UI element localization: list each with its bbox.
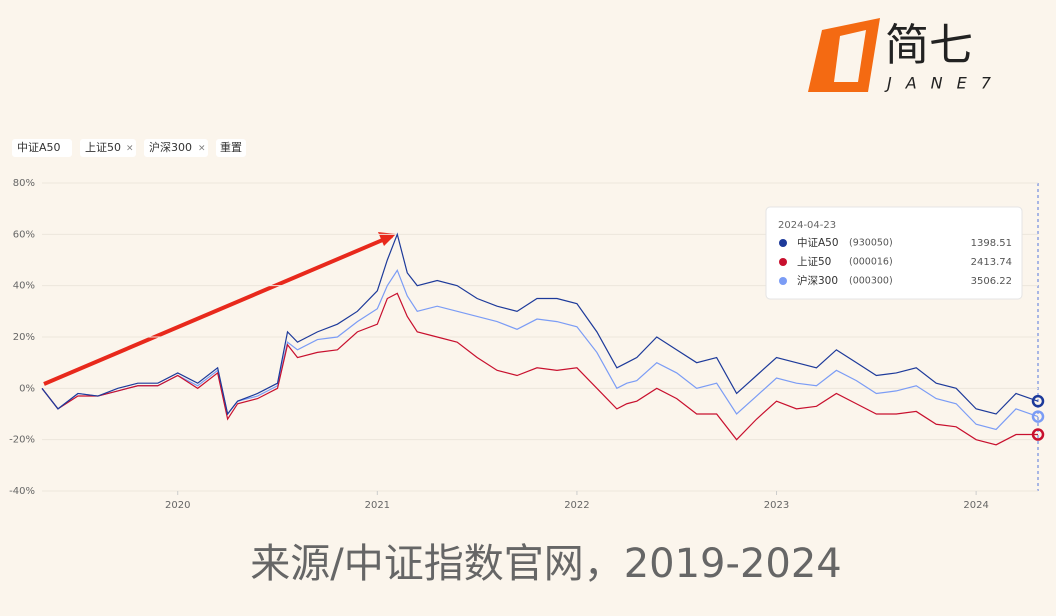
- tooltip-name: 上证50: [797, 256, 831, 268]
- filter-chip-label: 中证A50: [17, 141, 61, 154]
- chip-close[interactable]: ×: [126, 144, 134, 154]
- x-tick-label: 2021: [365, 500, 390, 511]
- end-marker: [1031, 410, 1045, 423]
- reset-label: 重置: [220, 140, 242, 154]
- annotation-arrow: [43, 234, 393, 386]
- y-tick-label: 80%: [13, 178, 35, 189]
- end-marker: [1031, 394, 1045, 408]
- end-marker: [1031, 428, 1045, 441]
- series-line: [41, 232, 1039, 416]
- series-line: [41, 292, 1038, 446]
- y-tick-label: 40%: [13, 281, 35, 292]
- y-tick-label: -40%: [9, 486, 35, 497]
- brand-subname: JANE7: [884, 74, 1005, 93]
- logo-mark-inner: [834, 30, 866, 82]
- x-tick-label: 2024: [963, 500, 988, 511]
- x-tick-label: 2022: [564, 500, 589, 511]
- filter-chip[interactable]: [12, 139, 72, 157]
- tooltip-dot: [779, 239, 787, 247]
- filter-chip-label: 沪深300: [149, 140, 192, 154]
- filter-chip[interactable]: [80, 139, 136, 157]
- y-tick-label: 0%: [19, 383, 35, 394]
- tooltip-code: (930050): [849, 238, 893, 249]
- reset-button[interactable]: [216, 139, 246, 157]
- tooltip-value: 1398.51: [971, 238, 1012, 249]
- filter-chip-label: 上证50: [85, 141, 121, 154]
- tooltip-code: (000300): [849, 276, 893, 287]
- tooltip-dot: [779, 258, 787, 266]
- annotation-arrowhead: [378, 232, 396, 246]
- tooltip-code: (000016): [849, 257, 893, 268]
- caption: 来源/中证指数官网，2019-2024: [250, 541, 842, 587]
- tooltip-value: 2413.74: [971, 257, 1012, 268]
- filter-chip[interactable]: [144, 139, 208, 157]
- x-tick-label: 2020: [165, 500, 190, 511]
- brand-name: 简七: [885, 20, 973, 71]
- x-tick-label: 2023: [764, 500, 789, 511]
- tooltip-name: 沪深300: [797, 274, 838, 287]
- y-tick-label: -20%: [9, 435, 35, 446]
- tooltip-date: 2024-04-23: [778, 220, 836, 231]
- tooltip-name: 中证A50: [797, 236, 839, 249]
- tooltip: [765, 206, 1023, 300]
- tooltip-value: 3506.22: [971, 276, 1012, 287]
- chip-close[interactable]: ×: [198, 144, 206, 154]
- y-tick-label: 20%: [13, 332, 35, 343]
- y-tick-label: 60%: [13, 229, 35, 240]
- tooltip-dot: [779, 277, 787, 285]
